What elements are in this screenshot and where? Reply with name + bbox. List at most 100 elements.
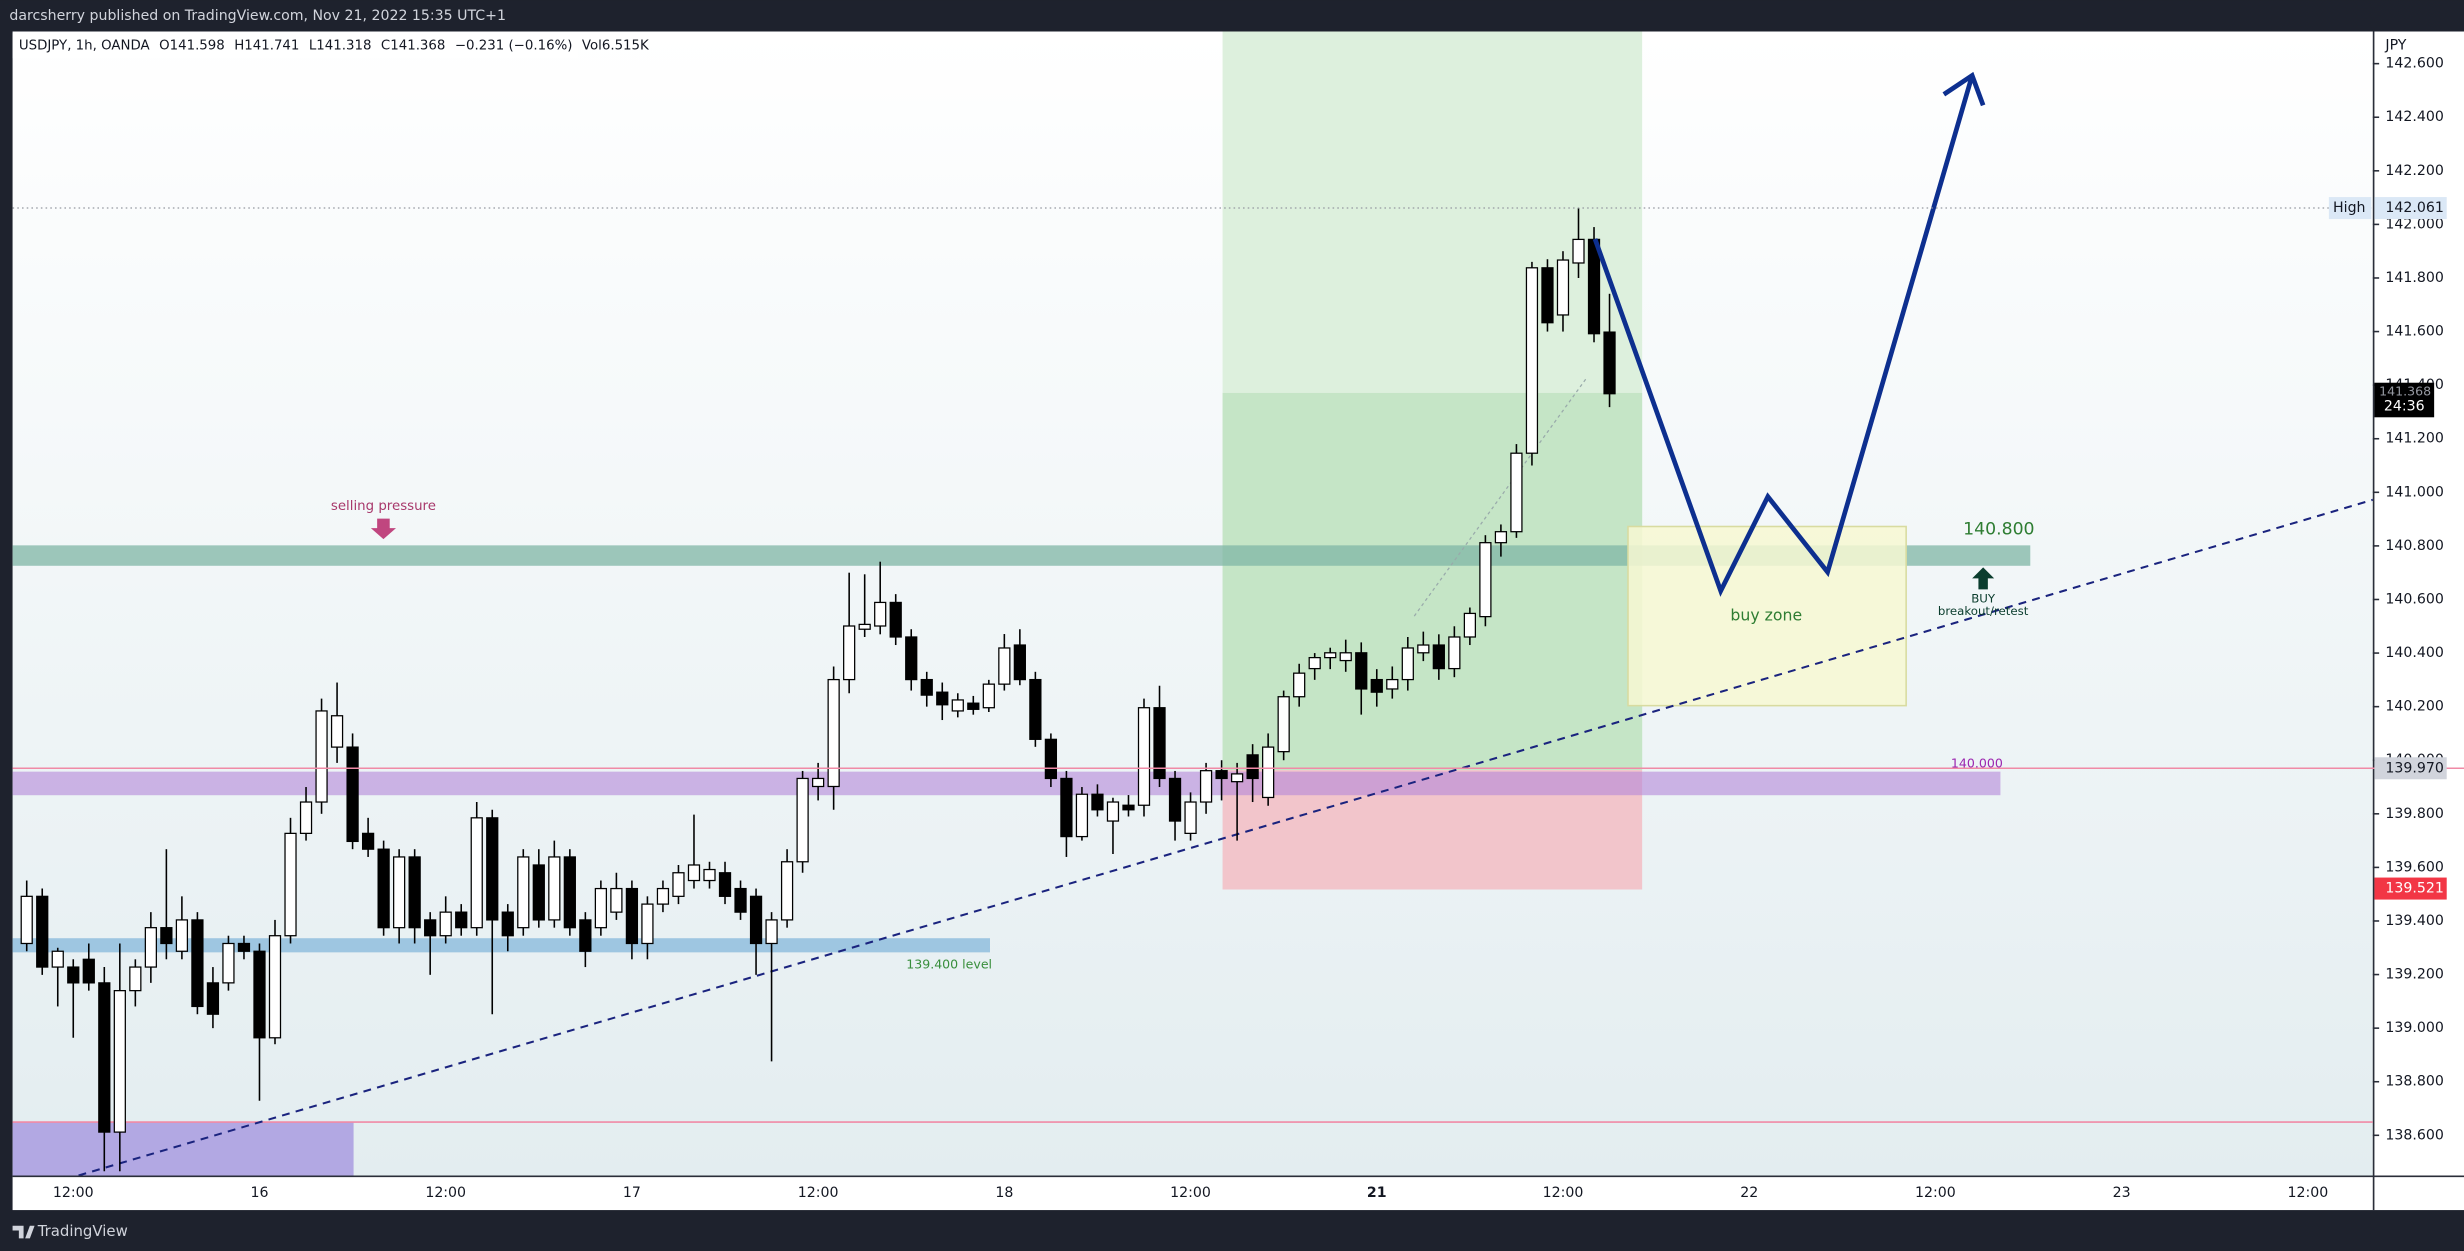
candle-body bbox=[1401, 647, 1414, 681]
y-tick-label: 138.800 bbox=[2385, 1074, 2443, 1090]
candle-body bbox=[1230, 773, 1244, 783]
x-tick-label: 12:00 bbox=[425, 1185, 466, 1201]
y-tick-label: 142.600 bbox=[2385, 56, 2443, 72]
candle-body bbox=[936, 691, 949, 706]
change: −0.231 (−0.16%) bbox=[455, 39, 573, 54]
candle-body bbox=[160, 927, 173, 945]
candle-body bbox=[610, 887, 623, 913]
candle-body bbox=[470, 817, 483, 929]
projection-path bbox=[1592, 74, 1975, 597]
marker-value: 139.521 bbox=[2385, 881, 2443, 897]
candle-body bbox=[1417, 644, 1430, 654]
marker-value: 139.970 bbox=[2385, 760, 2443, 776]
low-band bbox=[12, 1122, 354, 1176]
marker-label-bg bbox=[2328, 197, 2372, 220]
candle-body bbox=[144, 927, 157, 968]
y-tick-label: 141.800 bbox=[2385, 270, 2443, 286]
candle-body bbox=[1510, 452, 1523, 533]
candle-body bbox=[393, 856, 406, 929]
candle-body bbox=[1370, 678, 1383, 693]
candle-body bbox=[439, 911, 452, 937]
candle-body bbox=[858, 623, 871, 630]
x-tick-label: 12:00 bbox=[798, 1185, 839, 1201]
close: C141.368 bbox=[381, 39, 445, 54]
candle-body bbox=[874, 601, 887, 627]
y-tick-label: 139.600 bbox=[2385, 859, 2443, 875]
countdown: 24:36 bbox=[2384, 398, 2425, 414]
price-axis bbox=[2372, 31, 2464, 1211]
marker-name: High bbox=[2333, 200, 2365, 216]
candle-body bbox=[1013, 644, 1026, 681]
open: O141.598 bbox=[159, 39, 225, 54]
candle-body bbox=[408, 856, 421, 929]
candle-body bbox=[1494, 531, 1508, 544]
candle-body bbox=[1215, 770, 1228, 780]
candle-body bbox=[1060, 777, 1073, 838]
candle-body bbox=[113, 990, 126, 1133]
candle-body bbox=[1339, 652, 1352, 662]
candle-body bbox=[1448, 636, 1461, 670]
candle-body bbox=[1091, 793, 1104, 811]
candle-body bbox=[237, 942, 251, 952]
x-tick-label: 16 bbox=[250, 1185, 268, 1201]
y-tick-label: 142.400 bbox=[2385, 109, 2443, 125]
candle-body bbox=[486, 817, 499, 921]
candle-body bbox=[67, 966, 80, 984]
y-tick-label: 142.000 bbox=[2385, 216, 2443, 232]
y-tick-label: 138.600 bbox=[2385, 1127, 2443, 1143]
y-tick-label: 140.800 bbox=[2385, 538, 2443, 554]
y-tick-label: 140.200 bbox=[2385, 699, 2443, 715]
x-tick-label: 12:00 bbox=[53, 1185, 94, 1201]
candle-body bbox=[1029, 678, 1042, 740]
candle-body bbox=[501, 911, 514, 937]
legend-bg bbox=[12, 33, 579, 59]
annotation: buy zone bbox=[1730, 606, 1802, 625]
y-tick-label: 140.400 bbox=[2385, 645, 2443, 661]
candle-body bbox=[1603, 331, 1616, 395]
x-tick-label: 12:00 bbox=[1543, 1185, 1584, 1201]
currency: JPY bbox=[2384, 38, 2406, 54]
annotation: breakout/retest bbox=[1938, 604, 2029, 618]
resistance-band bbox=[12, 545, 2031, 566]
candle-body bbox=[687, 864, 701, 882]
y-tick-label: 141.000 bbox=[2385, 484, 2443, 500]
candle-body bbox=[1432, 644, 1445, 670]
trend-line bbox=[78, 498, 2373, 1176]
candle-body bbox=[982, 683, 995, 709]
candle-body bbox=[967, 702, 980, 710]
candle-body bbox=[222, 942, 235, 984]
y-tick-label: 139.000 bbox=[2385, 1020, 2443, 1036]
candle-body bbox=[548, 856, 561, 921]
candle-body bbox=[579, 919, 592, 952]
candle-body bbox=[827, 678, 840, 788]
marker-bg bbox=[2374, 757, 2447, 780]
candle-body bbox=[1308, 656, 1321, 670]
candle-body bbox=[641, 903, 654, 945]
time-axis bbox=[12, 1175, 2373, 1211]
drawings bbox=[12, 31, 2373, 1176]
candle-body bbox=[346, 746, 359, 843]
candle-body bbox=[656, 887, 670, 905]
legend: USDJPY, 1h, OANDA O141.598 H141.741 L141.31… bbox=[12, 33, 650, 59]
candle-body bbox=[284, 832, 297, 937]
candle-body bbox=[998, 647, 1011, 685]
down-arrow bbox=[370, 518, 396, 540]
candle-body bbox=[1044, 738, 1058, 780]
candle-body bbox=[594, 887, 608, 929]
candle-body bbox=[889, 601, 902, 638]
annotation: selling pressure bbox=[331, 499, 436, 514]
candle-body bbox=[951, 699, 964, 712]
candle-body bbox=[703, 868, 716, 882]
candle-body bbox=[330, 715, 344, 748]
y-tick-label: 142.200 bbox=[2385, 163, 2443, 179]
candle-body bbox=[843, 625, 856, 681]
x-tick-label: 18 bbox=[995, 1185, 1013, 1201]
annotation: 140.000 bbox=[1951, 755, 2003, 770]
volume: Vol6.515K bbox=[582, 39, 650, 54]
annotation: 139.400 level bbox=[906, 956, 992, 971]
candle-body bbox=[1572, 238, 1585, 264]
annotations: selling pressure 139.400 level 140.800 1… bbox=[331, 71, 2035, 971]
candle-body bbox=[1293, 672, 1306, 698]
candle-body bbox=[1541, 267, 1554, 324]
candle-body bbox=[1106, 801, 1120, 822]
